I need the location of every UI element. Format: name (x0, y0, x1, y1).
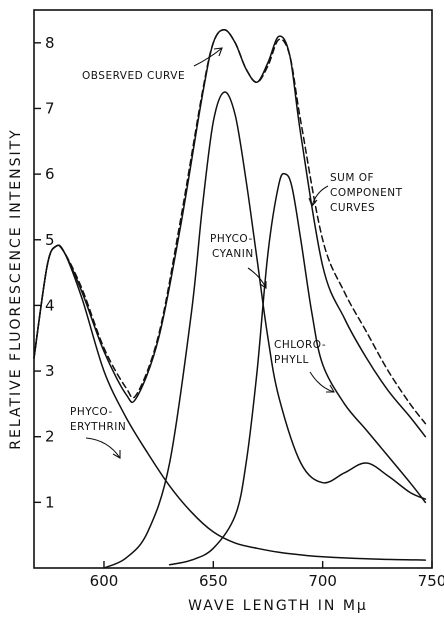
svg-text:PHYLL: PHYLL (274, 354, 309, 366)
x-tick-label-700: 700 (308, 572, 337, 590)
y-tick-label-3: 3 (45, 362, 55, 380)
svg-text:CURVES: CURVES (330, 202, 375, 214)
svg-text:PHYCO-: PHYCO- (70, 406, 113, 418)
y-tick-label-4: 4 (45, 296, 55, 314)
y-tick-label-8: 8 (45, 34, 55, 52)
svg-text:COMPONENT: COMPONENT (330, 187, 403, 199)
y-tick-label-1: 1 (45, 493, 55, 511)
plot-frame (33, 9, 433, 569)
chlorophyll-curve (168, 172, 427, 566)
y-tick-label-7: 7 (45, 99, 55, 117)
svg-text:CYANIN: CYANIN (212, 248, 254, 260)
phycocyanin-curve (103, 91, 427, 569)
curves (33, 28, 427, 569)
annotation-observed-curve: OBSERVED CURVE (82, 47, 223, 82)
annotation-phycocyanin: PHYCO- CYANIN (210, 233, 267, 290)
y-axis-label: RELATIVE FLUORESCENCE INTENSITY (8, 128, 24, 449)
svg-text:OBSERVED CURVE: OBSERVED CURVE (82, 70, 185, 82)
ticks: 600 650 700 750 1 2 3 4 5 6 7 8 (34, 34, 444, 590)
annotation-chlorophyll: CHLORO- PHYLL (274, 339, 335, 393)
sum-of-component-curves (33, 28, 427, 425)
y-tick-label-5: 5 (45, 231, 55, 249)
svg-text:SUM OF: SUM OF (330, 172, 374, 184)
x-tick-label-750: 750 (418, 572, 444, 590)
annotation-phycoerythrin: PHYCO- ERYTHRIN (70, 406, 126, 459)
y-tick-label-2: 2 (45, 428, 55, 446)
svg-text:PHYCO-: PHYCO- (210, 233, 253, 245)
svg-text:CHLORO-: CHLORO- (274, 339, 326, 351)
x-tick-label-600: 600 (90, 572, 119, 590)
x-axis-label: WAVE LENGTH IN Mμ (188, 598, 368, 614)
x-tick-label-650: 650 (199, 572, 228, 590)
phycoerythrin-curve (33, 244, 427, 561)
y-tick-label-6: 6 (45, 165, 55, 183)
annotation-sum-of-components: SUM OF COMPONENT CURVES (308, 172, 403, 214)
svg-text:ERYTHRIN: ERYTHRIN (70, 421, 126, 433)
